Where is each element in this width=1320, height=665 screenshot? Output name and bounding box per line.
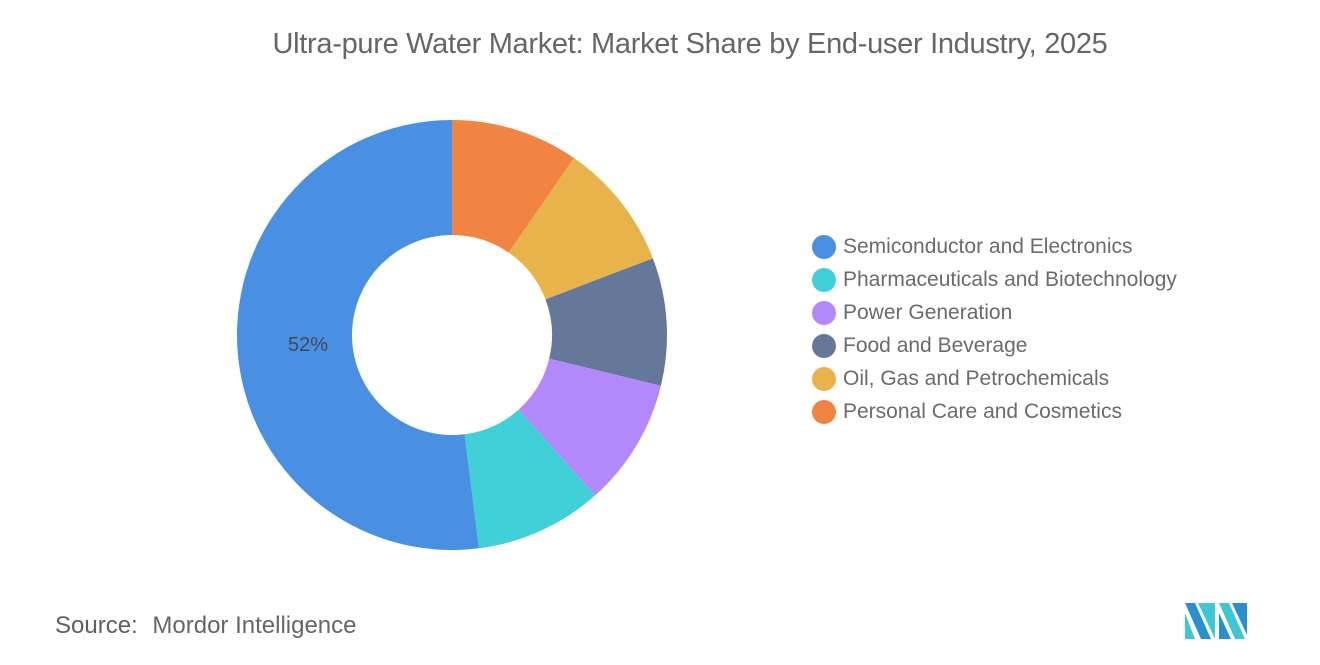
legend-item-power-generation[interactable]: Power Generation: [812, 296, 1177, 329]
legend-label: Food and Beverage: [843, 333, 1028, 357]
legend-swatch-icon: [812, 399, 836, 424]
legend-item-oil-gas[interactable]: Oil, Gas and Petrochemicals: [812, 362, 1177, 395]
legend-swatch-icon: [812, 234, 836, 259]
slice-pharmaceuticals-and-biotechnology[interactable]: [464, 409, 596, 549]
legend-swatch-icon: [812, 366, 836, 391]
legend-label: Semiconductor and Electronics: [843, 234, 1133, 258]
legend-swatch-icon: [812, 333, 836, 358]
legend-swatch-icon: [812, 300, 836, 325]
legend-label: Pharmaceuticals and Biotechnology: [843, 267, 1177, 291]
slice-oil-gas-and-petrochemicals[interactable]: [508, 157, 653, 300]
legend-item-pharmaceuticals[interactable]: Pharmaceuticals and Biotechnology: [812, 263, 1177, 296]
slice-food-and-beverage[interactable]: [545, 258, 667, 386]
legend-item-personal-care[interactable]: Personal Care and Cosmetics: [812, 395, 1177, 428]
slice-personal-care-and-cosmetics[interactable]: [452, 120, 574, 253]
chart-title: Ultra-pure Water Market: Market Share by…: [272, 28, 1108, 60]
source-note: Source: Mordor Intelligence: [55, 612, 357, 640]
legend-label: Personal Care and Cosmetics: [843, 399, 1122, 423]
mordor-intelligence-logo-icon: [1185, 603, 1247, 639]
legend: Semiconductor and Electronics Pharmaceut…: [812, 230, 1177, 428]
slice-semiconductor-and-electronics[interactable]: [237, 120, 479, 550]
legend-swatch-icon: [812, 267, 836, 292]
legend-item-food-beverage[interactable]: Food and Beverage: [812, 329, 1177, 362]
source-value: Mordor Intelligence: [152, 612, 357, 639]
legend-label: Power Generation: [843, 300, 1013, 324]
legend-item-semiconductor[interactable]: Semiconductor and Electronics: [812, 230, 1177, 263]
legend-label: Oil, Gas and Petrochemicals: [843, 366, 1110, 390]
slice-label-semiconductor: 52%: [288, 334, 328, 356]
slice-power-generation[interactable]: [518, 358, 661, 496]
source-label: Source:: [55, 612, 138, 639]
